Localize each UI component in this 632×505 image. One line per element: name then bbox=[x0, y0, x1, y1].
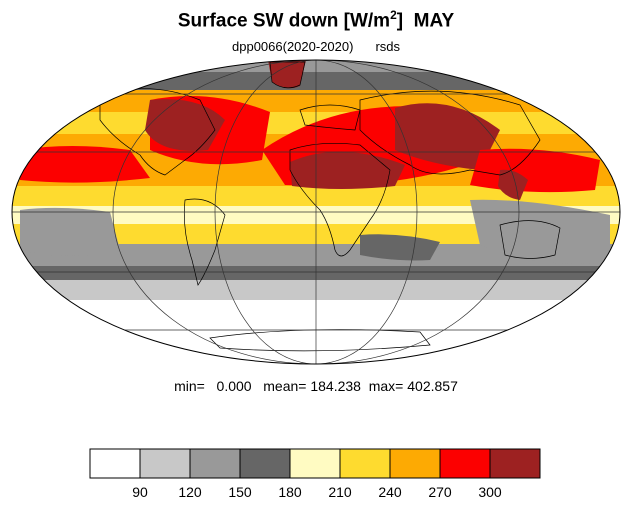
south-america bbox=[183, 198, 226, 286]
colorbar-tick-label: 210 bbox=[328, 484, 352, 500]
colorbar-swatch bbox=[89, 448, 141, 479]
colorbar-tick-label: 300 bbox=[478, 484, 502, 500]
colorbar-swatch bbox=[139, 448, 191, 479]
greenland bbox=[269, 61, 306, 89]
patch-greenland bbox=[268, 60, 306, 89]
patch-n-pacific bbox=[20, 146, 150, 183]
colorbar-swatch bbox=[239, 448, 291, 479]
run-label: dpp0066(2020-2020) bbox=[232, 39, 354, 54]
colorbar-tick-label: 240 bbox=[378, 484, 402, 500]
colorbar-swatch bbox=[389, 448, 441, 479]
colorbar-swatch bbox=[339, 448, 391, 479]
patch-sahara bbox=[290, 151, 405, 189]
patch-se-asia bbox=[498, 169, 528, 200]
colorbar-swatch bbox=[289, 448, 341, 479]
patch-s-indian bbox=[360, 234, 440, 261]
variable-label: rsds bbox=[375, 39, 400, 54]
asia bbox=[359, 90, 541, 176]
map-outline bbox=[11, 59, 621, 365]
world-map bbox=[11, 59, 621, 365]
north-america bbox=[99, 88, 216, 176]
colorbar-tick-label: 90 bbox=[132, 484, 148, 500]
australia bbox=[499, 220, 561, 259]
colorbar-tick-label: 270 bbox=[428, 484, 452, 500]
colorbar-swatch bbox=[489, 448, 541, 479]
stats-line: min= 0.000 mean= 184.238 max= 402.857 bbox=[174, 378, 458, 394]
colorbar-swatch bbox=[189, 448, 241, 479]
map-title: Surface SW down [W/m2] MAY bbox=[177, 8, 455, 32]
map-subtitle: dpp0066(2020-2020) rsds bbox=[0, 39, 632, 54]
africa bbox=[289, 142, 391, 257]
colorbar-tick-label: 180 bbox=[278, 484, 302, 500]
colorbar-tick-label: 120 bbox=[178, 484, 202, 500]
patch-central-asia bbox=[395, 103, 500, 170]
patch-s-pacific bbox=[470, 199, 610, 264]
colorbar-tick-label: 150 bbox=[228, 484, 252, 500]
europe bbox=[299, 104, 361, 131]
patch-se-pacific bbox=[20, 207, 120, 256]
patch-atlantic-core bbox=[145, 99, 225, 151]
colorbar-swatch bbox=[439, 448, 491, 479]
